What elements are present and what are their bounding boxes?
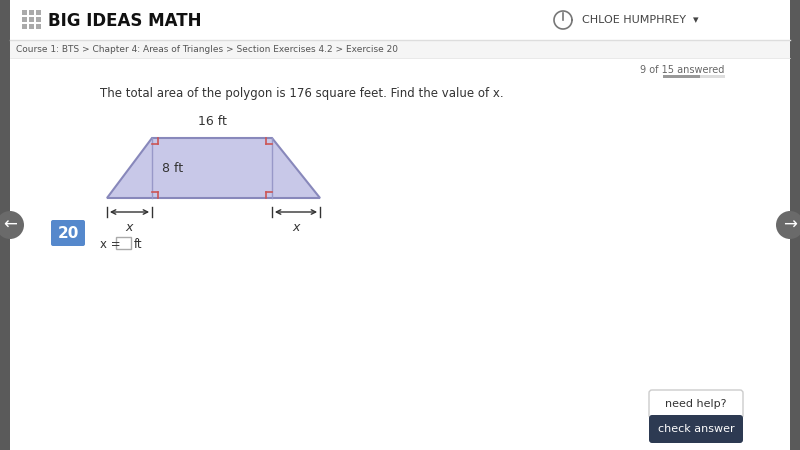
Bar (29, 10, 34, 15)
Text: BIG IDEAS MATH: BIG IDEAS MATH (48, 12, 202, 30)
Text: x: x (126, 221, 133, 234)
Bar (36, 10, 41, 15)
Text: ←: ← (3, 216, 17, 234)
Bar (663, 75, 725, 78)
Bar (22, 10, 27, 15)
Text: x: x (292, 221, 300, 234)
Text: ft: ft (134, 238, 142, 251)
Text: x =: x = (100, 238, 124, 251)
Text: check answer: check answer (658, 424, 734, 434)
FancyBboxPatch shape (51, 220, 85, 246)
Text: The total area of the polygon is 176 square feet. Find the value of x.: The total area of the polygon is 176 squ… (100, 86, 504, 99)
Circle shape (776, 211, 800, 239)
Text: 9 of 15 answered: 9 of 15 answered (640, 65, 724, 75)
Bar (790, 0, 800, 450)
Bar (0, 0, 10, 450)
Bar (36, 24, 41, 29)
FancyBboxPatch shape (649, 390, 743, 418)
FancyBboxPatch shape (649, 415, 743, 443)
Text: CHLOE HUMPHREY  ▾: CHLOE HUMPHREY ▾ (582, 15, 698, 25)
Text: 16 ft: 16 ft (198, 115, 226, 128)
Text: need help?: need help? (666, 399, 726, 409)
Bar (29, 24, 34, 29)
Text: 20: 20 (58, 225, 78, 240)
Text: 8 ft: 8 ft (162, 162, 183, 175)
Bar (22, 17, 27, 22)
Bar (663, 75, 700, 78)
Bar (10, 0, 790, 40)
Polygon shape (107, 138, 320, 198)
Bar (10, 40, 790, 58)
Bar (29, 17, 34, 22)
Text: →: → (783, 216, 797, 234)
Circle shape (0, 211, 24, 239)
Bar (116, 237, 131, 249)
Bar (36, 17, 41, 22)
Text: Course 1: BTS > Chapter 4: Areas of Triangles > Section Exercises 4.2 > Exercise: Course 1: BTS > Chapter 4: Areas of Tria… (16, 45, 398, 54)
Bar (22, 24, 27, 29)
